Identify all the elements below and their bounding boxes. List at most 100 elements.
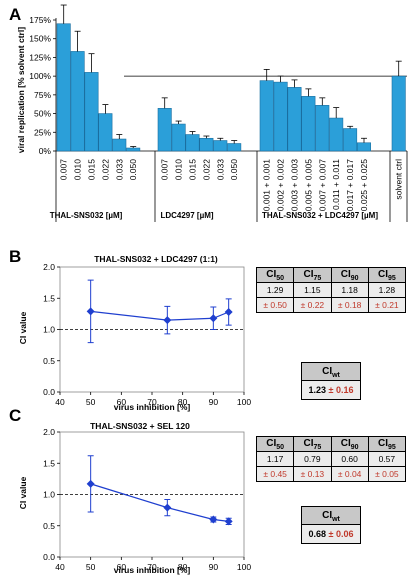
bar-category-label: 0.022 <box>100 159 110 181</box>
ci-table-c-sd: ± 0.05 <box>367 466 407 482</box>
bar-category-label: 0.015 <box>87 159 97 181</box>
panel-label-b: B <box>9 247 21 266</box>
ci-table-b-header-50: CI50 <box>255 267 295 283</box>
bar <box>70 51 85 152</box>
x-tick-label: 70 <box>147 562 157 572</box>
bar <box>199 137 214 152</box>
x-tick-label: 90 <box>209 397 219 407</box>
bar-chart-y-tick-label: 125% <box>29 52 51 62</box>
bar <box>391 75 406 152</box>
y-tick-label: 0.0 <box>43 552 55 562</box>
ci-table-c: CI50 CI75 CI90 CI95 1.17 0.79 0.60 0.57 … <box>255 436 407 482</box>
y-tick-label: 1.5 <box>43 458 55 468</box>
bar-group-label-ldc: LDC4297 [µM] <box>160 211 213 220</box>
ci-table-c-sd: ± 0.04 <box>330 466 369 482</box>
bar-category-label: 0.015 <box>188 159 198 181</box>
ci-table-b-sd: ± 0.22 <box>293 297 332 313</box>
bar-category-label: 0.017 + 0.017 <box>345 159 355 212</box>
ci-table-c-value: 0.57 <box>367 451 407 467</box>
bar <box>171 123 186 152</box>
bar <box>259 80 274 152</box>
bar <box>315 105 330 152</box>
ci-table-c-header-90: CI90 <box>330 436 369 452</box>
bar <box>287 87 302 152</box>
ci-table-b-header-75: CI75 <box>293 267 332 283</box>
ci-table-b: CI50 CI75 CI90 CI95 1.29 1.15 1.18 1.28 … <box>255 267 407 313</box>
ci-point <box>163 316 172 325</box>
x-tick-label: 80 <box>178 397 188 407</box>
bar <box>213 140 228 152</box>
chart-c-title: THAL-SNS032 + SEL 120 <box>90 421 190 431</box>
ci-table-b-header-95: CI95 <box>367 267 407 283</box>
bar-group-label-combo: THAL-SNS032 + LDC4297 [µM] <box>262 211 378 220</box>
bar <box>356 142 371 152</box>
ci-table-c-header-75: CI75 <box>293 436 332 452</box>
bar-chart-y-tick-label: 175% <box>29 15 51 25</box>
bar-chart-viral-replication: 0% 25% 50% 75% 100% 125% 150% 175% 0.007 0.010 0.0… <box>29 4 408 222</box>
bar-chart-y-tick-label: 100% <box>29 71 51 81</box>
bar-category-label: 0.001 + 0.001 <box>262 159 272 212</box>
bar <box>56 23 71 152</box>
ci-point <box>224 308 233 316</box>
ci-table-c-header-50: CI50 <box>255 436 295 452</box>
bar <box>227 143 242 152</box>
bar <box>329 117 344 152</box>
bar-category-label: 0.011 + 0.011 <box>331 159 341 210</box>
bar-chart-y-tick-label: 25% <box>34 127 51 137</box>
x-tick-label: 40 <box>55 562 65 572</box>
ci-table-c-value: 0.60 <box>330 451 369 467</box>
chart-b-y-axis-label: CI value <box>18 311 28 344</box>
bar-category-label: 0.033 <box>215 159 225 181</box>
ci-point <box>86 479 95 488</box>
bar <box>112 138 127 152</box>
y-tick-label: 0.5 <box>43 521 55 531</box>
ci-table-b-value: 1.29 <box>255 282 295 298</box>
x-tick-label: 100 <box>237 397 251 407</box>
bar-category-label: 0.010 <box>174 159 184 181</box>
y-tick-label: 1.5 <box>43 293 55 303</box>
ci-wt-value-b: 1.23 ± 0.16 <box>308 385 354 395</box>
ci-table-c-header-95: CI95 <box>367 436 407 452</box>
bar <box>126 147 141 152</box>
bar <box>157 108 172 152</box>
bar <box>273 81 288 152</box>
ci-table-c-value: 0.79 <box>293 451 332 467</box>
bar-category-label: solvent ctrl <box>394 159 404 200</box>
x-tick-label: 80 <box>178 562 188 572</box>
bar <box>301 96 316 152</box>
y-tick-label: 2.0 <box>43 427 55 437</box>
x-tick-label: 40 <box>55 397 65 407</box>
x-tick-label: 60 <box>117 562 127 572</box>
ci-table-b-sd: ± 0.50 <box>255 297 295 313</box>
ci-table-b-value: 1.15 <box>293 282 332 298</box>
panel-label-a: A <box>9 5 21 24</box>
bar-category-label: 0.002 + 0.002 <box>276 159 286 212</box>
chart-c-y-axis-label: CI value <box>18 476 28 509</box>
bar-chart-y-tick-label: 75% <box>34 90 51 100</box>
bar-chart-y-tick-label: 0% <box>39 146 52 156</box>
bar-category-label: 0.010 <box>73 159 83 181</box>
bar-category-label: 0.007 <box>160 159 170 181</box>
y-tick-label: 2.0 <box>43 262 55 272</box>
bar-chart-y-axis-label: viral replication [% solvent ctrl] <box>16 27 26 153</box>
bar-category-label: 0.003 + 0.003 <box>290 159 300 212</box>
bar-chart-y-tick-label: 50% <box>34 109 51 119</box>
bar-category-label: 0.007 <box>59 159 69 181</box>
ci-wt-box-c: CIwt 0.68 ± 0.06 <box>301 506 361 544</box>
bar <box>84 72 99 152</box>
ci-table-b-value: 1.18 <box>330 282 369 298</box>
ci-table-c-sd: ± 0.13 <box>293 466 332 482</box>
x-tick-label: 70 <box>147 397 157 407</box>
x-tick-label: 100 <box>237 562 251 572</box>
chart-b-x-axis-label: virus inhibition [%] <box>114 402 191 412</box>
ci-table-c-sd: ± 0.45 <box>255 466 295 482</box>
bar-category-label: 0.025 + 0.025 <box>359 159 369 212</box>
y-tick-label: 1.0 <box>43 490 55 500</box>
ci-table-b-header-90: CI90 <box>330 267 369 283</box>
chart-b-title: THAL-SNS032 + LDC4297 (1:1) <box>94 254 218 264</box>
ci-series-line <box>90 483 229 522</box>
bar-chart-y-tick-label: 150% <box>29 34 51 44</box>
ci-point <box>86 307 95 316</box>
bar-category-label: 0.007 + 0.007 <box>317 159 327 212</box>
